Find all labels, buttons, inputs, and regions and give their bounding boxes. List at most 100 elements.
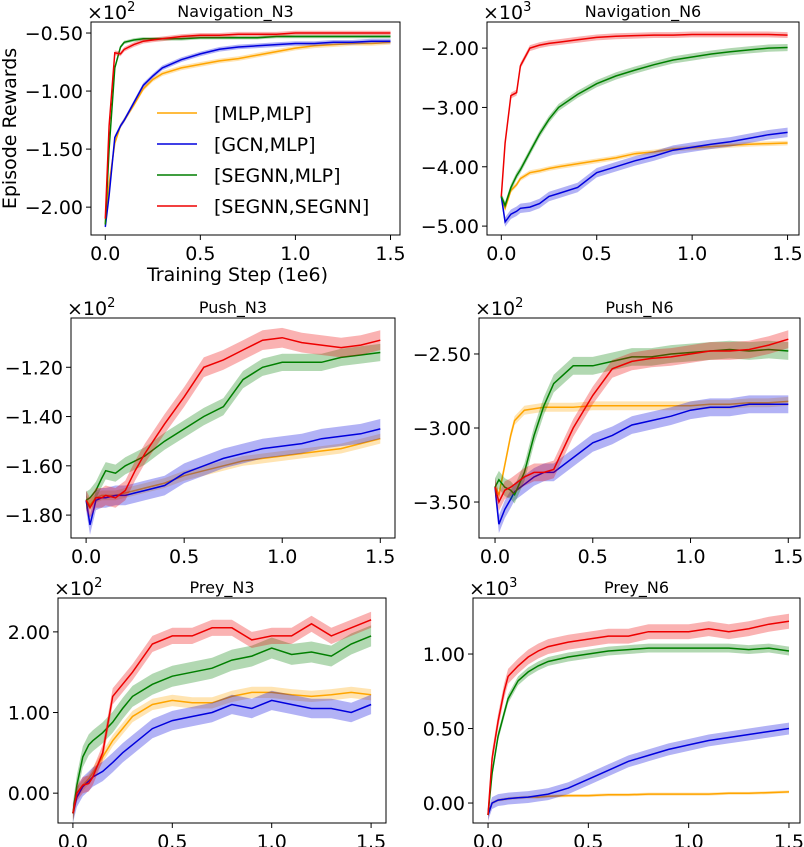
subplot-title: Prey_N6 (604, 578, 669, 598)
series-line-4 (72, 619, 372, 814)
y-tick-label: −3.00 (413, 418, 471, 440)
y-tick-label: 2.00 (8, 622, 50, 644)
legend-label: [MLP,MLP] (214, 103, 312, 125)
x-tick-label: 1.5 (773, 546, 803, 568)
y-tick-label: −4.00 (421, 157, 479, 179)
std-band-4 (501, 31, 788, 200)
series-line-3 (72, 635, 372, 814)
x-tick-label: 1.5 (375, 243, 405, 265)
axis-multiplier: ×102 (475, 296, 523, 320)
x-tick-label: 0.0 (473, 831, 503, 847)
series-line-2 (72, 699, 372, 814)
x-tick-label: 0.5 (169, 546, 199, 568)
legend-label: [SEGNN,MLP] (214, 165, 341, 187)
series-line-1 (500, 142, 788, 211)
axes-frame (70, 317, 396, 539)
x-tick-label: 1.5 (772, 243, 802, 265)
std-band-2 (488, 722, 789, 821)
axis-multiplier: ×103 (469, 576, 517, 600)
y-tick-label: −0.50 (25, 23, 83, 45)
series-line-4 (494, 338, 789, 505)
legend: [MLP,MLP] [GCN,MLP] [SEGNN,MLP] [SEGNN,SEGN… (157, 103, 369, 218)
x-tick-label: 1.0 (675, 546, 705, 568)
std-band-1 (488, 790, 789, 817)
y-tick-label: −3.00 (421, 97, 479, 119)
series-line-3 (104, 35, 391, 225)
y-tick-label: −1.80 (5, 505, 63, 527)
legend-item: [GCN,MLP] (157, 134, 316, 156)
y-tick-label: −3.50 (413, 492, 471, 514)
axis-multiplier: ×102 (54, 576, 102, 600)
x-tick-label: 1.0 (674, 831, 704, 847)
std-band-2 (86, 419, 381, 535)
plot-area (85, 327, 381, 535)
multiplier-exponent: 3 (509, 576, 517, 591)
y-tick-label: −1.00 (25, 81, 83, 103)
axis-multiplier: ×102 (87, 0, 135, 24)
series-line-3 (85, 351, 381, 501)
x-tick-label: 1.5 (365, 546, 395, 568)
plot-area (494, 330, 789, 534)
y-tick-label: −5.00 (421, 216, 479, 238)
subplot-prey-n6: 0.0 0.5 1.0 1.5 0.00 0.50 1.00 Prey_N6 ×103 (423, 576, 804, 847)
subplot-title: Navigation_N6 (585, 2, 701, 22)
multiplier-base: ×10 (67, 298, 107, 320)
y-tick-label: 0.50 (423, 719, 465, 741)
x-tick-label: 1.5 (356, 831, 386, 847)
multiplier-exponent: 2 (107, 296, 115, 311)
multiplier-exponent: 2 (127, 0, 135, 15)
series-line-1 (72, 691, 372, 814)
std-band-1 (495, 396, 789, 500)
multiplier-base: ×10 (469, 578, 509, 600)
std-band-2 (501, 127, 788, 227)
std-band-3 (495, 340, 789, 504)
series-line-2 (487, 727, 790, 816)
legend-label: [SEGNN,SEGNN] (214, 196, 369, 218)
y-tick-label: −1.60 (5, 456, 63, 478)
series-line-3 (487, 647, 790, 816)
axes-frame (486, 21, 800, 236)
y-tick-label: −2.00 (25, 197, 83, 219)
axes-frame (472, 597, 801, 824)
std-band-4 (72, 611, 372, 822)
x-tick-label: 1.5 (774, 831, 804, 847)
series-line-2 (104, 40, 391, 227)
y-tick-label: −1.20 (5, 357, 63, 379)
axis-multiplier: ×102 (67, 296, 115, 320)
legend-label: [GCN,MLP] (214, 134, 316, 156)
std-band-4 (495, 330, 789, 511)
subplot-title: Prey_N3 (189, 578, 254, 598)
multiplier-exponent: 2 (94, 576, 102, 591)
y-axis-label: Episode Rewards (0, 48, 21, 209)
std-band-4 (105, 30, 391, 222)
axes-frame (90, 21, 401, 236)
subplot-title: Push_N6 (605, 298, 673, 318)
series-line-4 (487, 620, 790, 816)
x-tick-label: 0.0 (480, 546, 510, 568)
y-tick-label: −1.40 (5, 407, 63, 429)
std-band-1 (501, 140, 788, 211)
x-tick-label: 1.0 (257, 831, 287, 847)
plot-area (500, 31, 788, 227)
x-tick-label: 0.0 (486, 243, 516, 265)
plot-area (72, 611, 372, 823)
subplot-title: Navigation_N3 (177, 2, 293, 22)
x-tick-label: 0.5 (578, 546, 608, 568)
y-tick-label: 0.00 (423, 793, 465, 815)
plot-area (104, 30, 391, 230)
axis-multiplier: ×103 (483, 0, 531, 24)
x-tick-label: 1.0 (280, 243, 310, 265)
multiplier-base: ×10 (54, 578, 94, 600)
series-line-2 (494, 403, 789, 525)
series-line-4 (500, 33, 788, 197)
x-tick-label: 0.0 (58, 831, 88, 847)
y-tick-label: 1.00 (423, 644, 465, 666)
legend-item: [SEGNN,SEGNN] (157, 196, 369, 218)
x-tick-label: 0.0 (71, 546, 101, 568)
subplot-title: Push_N3 (199, 298, 267, 318)
x-tick-label: 1.0 (267, 546, 297, 568)
x-tick-label: 0.5 (157, 831, 187, 847)
series-line-1 (494, 400, 789, 497)
subplot-push-n6: 0.0 0.5 1.0 1.5 −2.50 −3.00 −3.50 Push_N6 ×102 (413, 296, 804, 568)
legend-item: [MLP,MLP] (157, 103, 312, 125)
